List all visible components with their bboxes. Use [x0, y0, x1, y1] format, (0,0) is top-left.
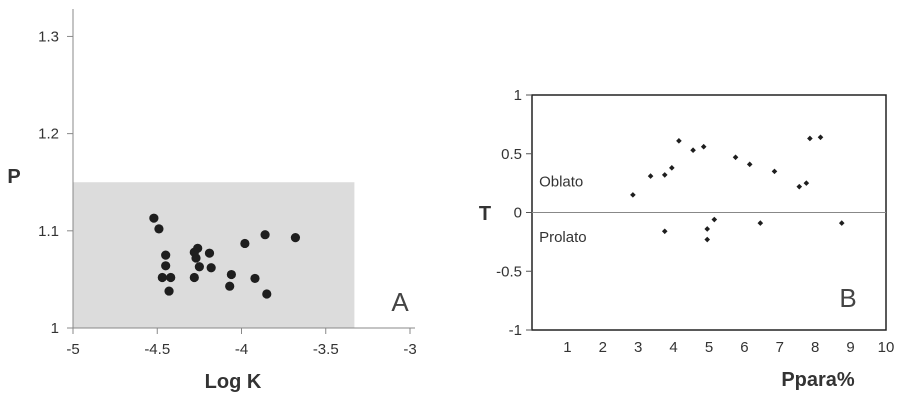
data-point	[676, 138, 682, 144]
data-point	[700, 143, 707, 150]
data-point	[250, 273, 260, 284]
x-ticks: 1 2 3 4 5 6 7 8 9 10	[563, 339, 894, 356]
y-tick-label: 0.5	[501, 146, 522, 163]
x-tick-label: -3.5	[313, 341, 339, 358]
panel-label: B	[839, 283, 856, 313]
data-point	[690, 147, 696, 154]
y-ticks: 1 1.1 1.2 1.3	[38, 28, 73, 337]
data-point	[161, 261, 171, 271]
data-point	[757, 220, 764, 226]
y-tick-label: 1	[514, 87, 522, 104]
x-tick-label: 1	[563, 339, 571, 356]
y-tick-label: -1	[509, 322, 522, 339]
x-tick-label: 8	[811, 339, 819, 356]
annotations: Oblato Prolato	[539, 174, 587, 246]
data-point	[164, 286, 174, 296]
y-tick-label: 0	[514, 205, 522, 222]
data-point	[796, 183, 803, 190]
data-point	[838, 220, 845, 226]
annotation-label: Prolato	[539, 229, 587, 246]
y-tick-label: 1.3	[38, 28, 59, 45]
data-point	[647, 173, 654, 179]
data-point	[630, 192, 636, 198]
data-point	[669, 165, 675, 171]
data-point	[704, 236, 711, 243]
y-ticks: -1 -0.5 0 0.5 1	[496, 87, 532, 339]
data-point	[732, 154, 739, 161]
data-point	[166, 272, 176, 283]
panel-label: A	[391, 287, 409, 317]
annotation-label: Oblato	[539, 174, 583, 191]
x-tick-label: 2	[599, 339, 607, 356]
data-point	[704, 226, 711, 232]
panel-a: -5 -4.5 -4 -3.5 -3 1 1.1 1.2 1.3 Log K P A	[7, 9, 417, 393]
data-point	[290, 233, 301, 243]
data-point	[161, 250, 171, 260]
y-axis-title: P	[7, 166, 20, 188]
y-axis-title: T	[479, 203, 491, 225]
data-point	[262, 289, 272, 299]
data-point	[189, 272, 199, 283]
x-tick-label: 9	[846, 339, 854, 356]
data-points	[149, 213, 301, 299]
data-point	[157, 272, 167, 283]
x-tick-label: -3	[403, 341, 416, 358]
x-tick-label: 7	[776, 339, 784, 356]
x-tick-label: -4	[235, 341, 248, 358]
y-tick-label: 1.1	[38, 223, 59, 240]
shaded-region	[73, 182, 355, 328]
data-point	[661, 228, 668, 235]
data-point	[240, 238, 250, 249]
data-point	[817, 134, 824, 141]
data-point	[206, 263, 216, 273]
x-axis-title: Log K	[205, 371, 262, 393]
data-point	[154, 224, 164, 234]
data-point	[260, 230, 270, 240]
panel-b: 1 2 3 4 5 6 7 8 9 10 -1 -0.5 0 0.5 1 Oblato Prolato Pp…	[479, 87, 894, 391]
x-ticks: -5 -4.5 -4 -3.5 -3	[66, 328, 417, 358]
data-points	[630, 134, 845, 243]
x-tick-label: 6	[740, 339, 748, 356]
data-point	[746, 161, 753, 168]
data-point	[225, 281, 235, 291]
y-tick-label: 1.2	[38, 126, 59, 143]
x-axis-title: Ppara%	[781, 369, 855, 391]
x-tick-label: 10	[878, 339, 895, 356]
x-tick-label: 5	[705, 339, 713, 356]
data-point	[803, 180, 810, 186]
y-tick-label: -0.5	[496, 263, 522, 280]
y-tick-label: 1	[51, 320, 59, 337]
data-point	[194, 262, 204, 272]
data-point	[771, 168, 778, 175]
data-point	[711, 216, 718, 223]
data-point	[149, 213, 159, 223]
x-tick-label: 3	[634, 339, 642, 356]
data-point	[191, 253, 201, 263]
data-point	[193, 243, 203, 253]
data-point	[204, 248, 215, 258]
data-point	[226, 269, 236, 280]
data-point	[807, 135, 813, 142]
x-tick-label: -4.5	[144, 341, 170, 358]
x-tick-label: -5	[66, 341, 79, 358]
data-point	[661, 172, 668, 178]
x-tick-label: 4	[669, 339, 677, 356]
